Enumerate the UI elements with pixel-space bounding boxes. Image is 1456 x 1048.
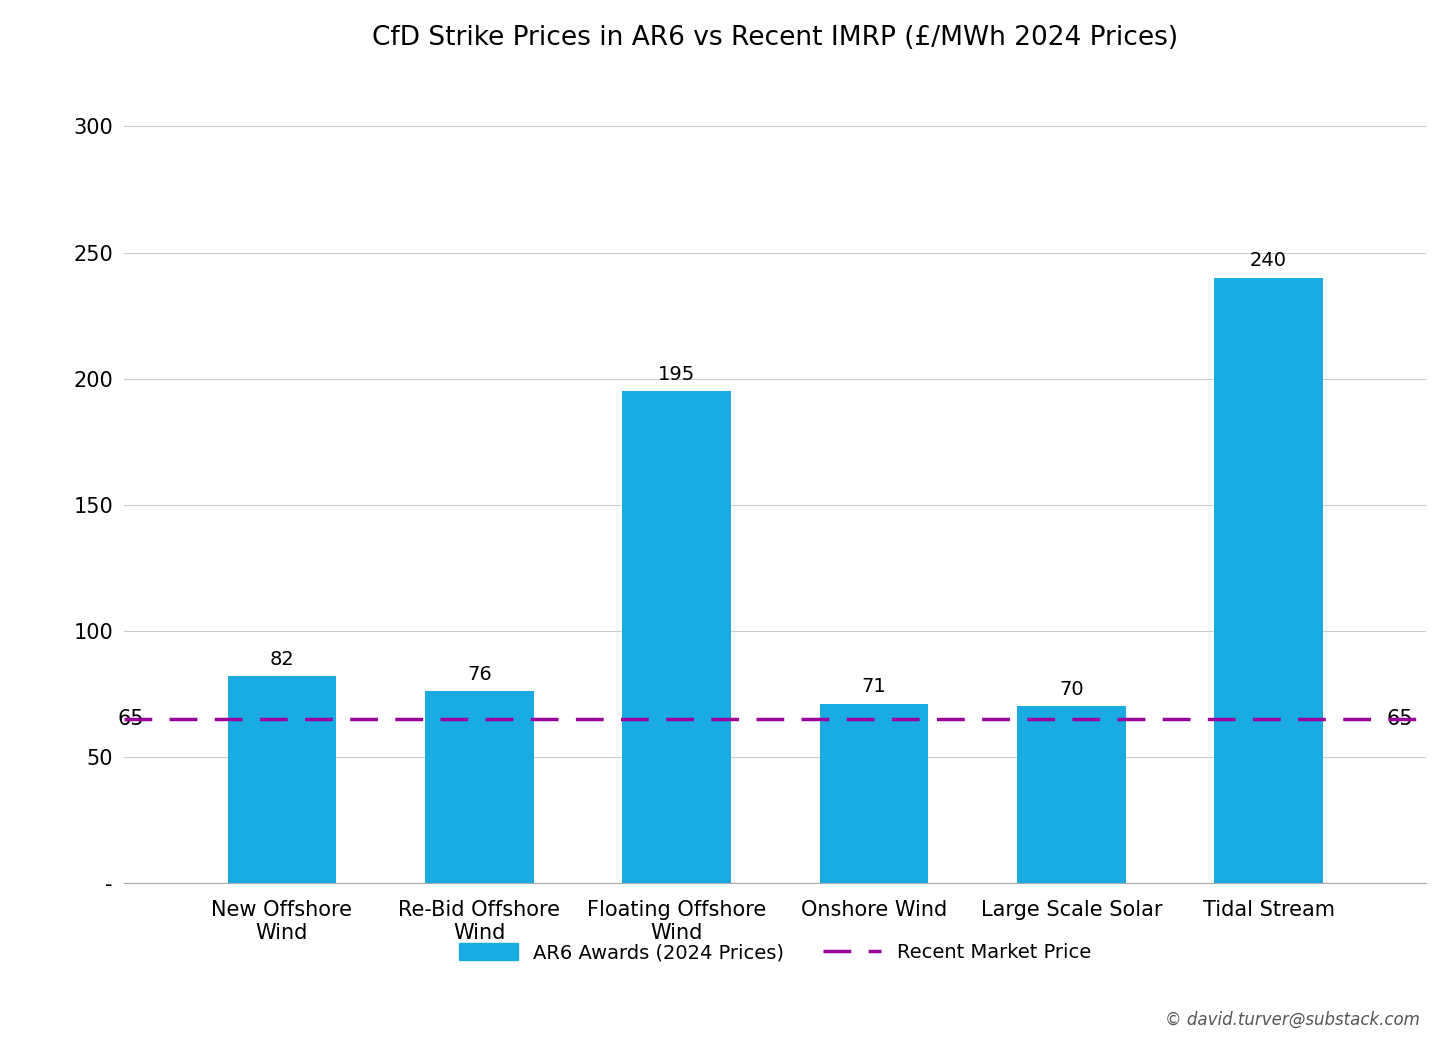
Text: 71: 71 [862,677,887,696]
Bar [425,692,533,883]
Text: 70: 70 [1059,680,1083,699]
Legend: AR6 Awards (2024 Prices), Recent Market Price: AR6 Awards (2024 Prices), Recent Market … [451,935,1099,970]
Bar [1016,706,1125,883]
Text: 195: 195 [658,365,695,384]
Bar [622,391,731,883]
Bar [227,676,336,883]
Text: 65: 65 [118,709,144,729]
Text: 240: 240 [1251,252,1287,270]
Title: CfD Strike Prices in AR6 vs Recent IMRP (£/MWh 2024 Prices): CfD Strike Prices in AR6 vs Recent IMRP … [373,25,1178,51]
Bar [1214,278,1324,883]
Text: 76: 76 [467,664,492,683]
Text: 65: 65 [1388,709,1414,729]
Text: © david.turver@substack.com: © david.turver@substack.com [1165,1011,1420,1029]
Bar [820,704,927,883]
Text: 82: 82 [269,650,294,669]
